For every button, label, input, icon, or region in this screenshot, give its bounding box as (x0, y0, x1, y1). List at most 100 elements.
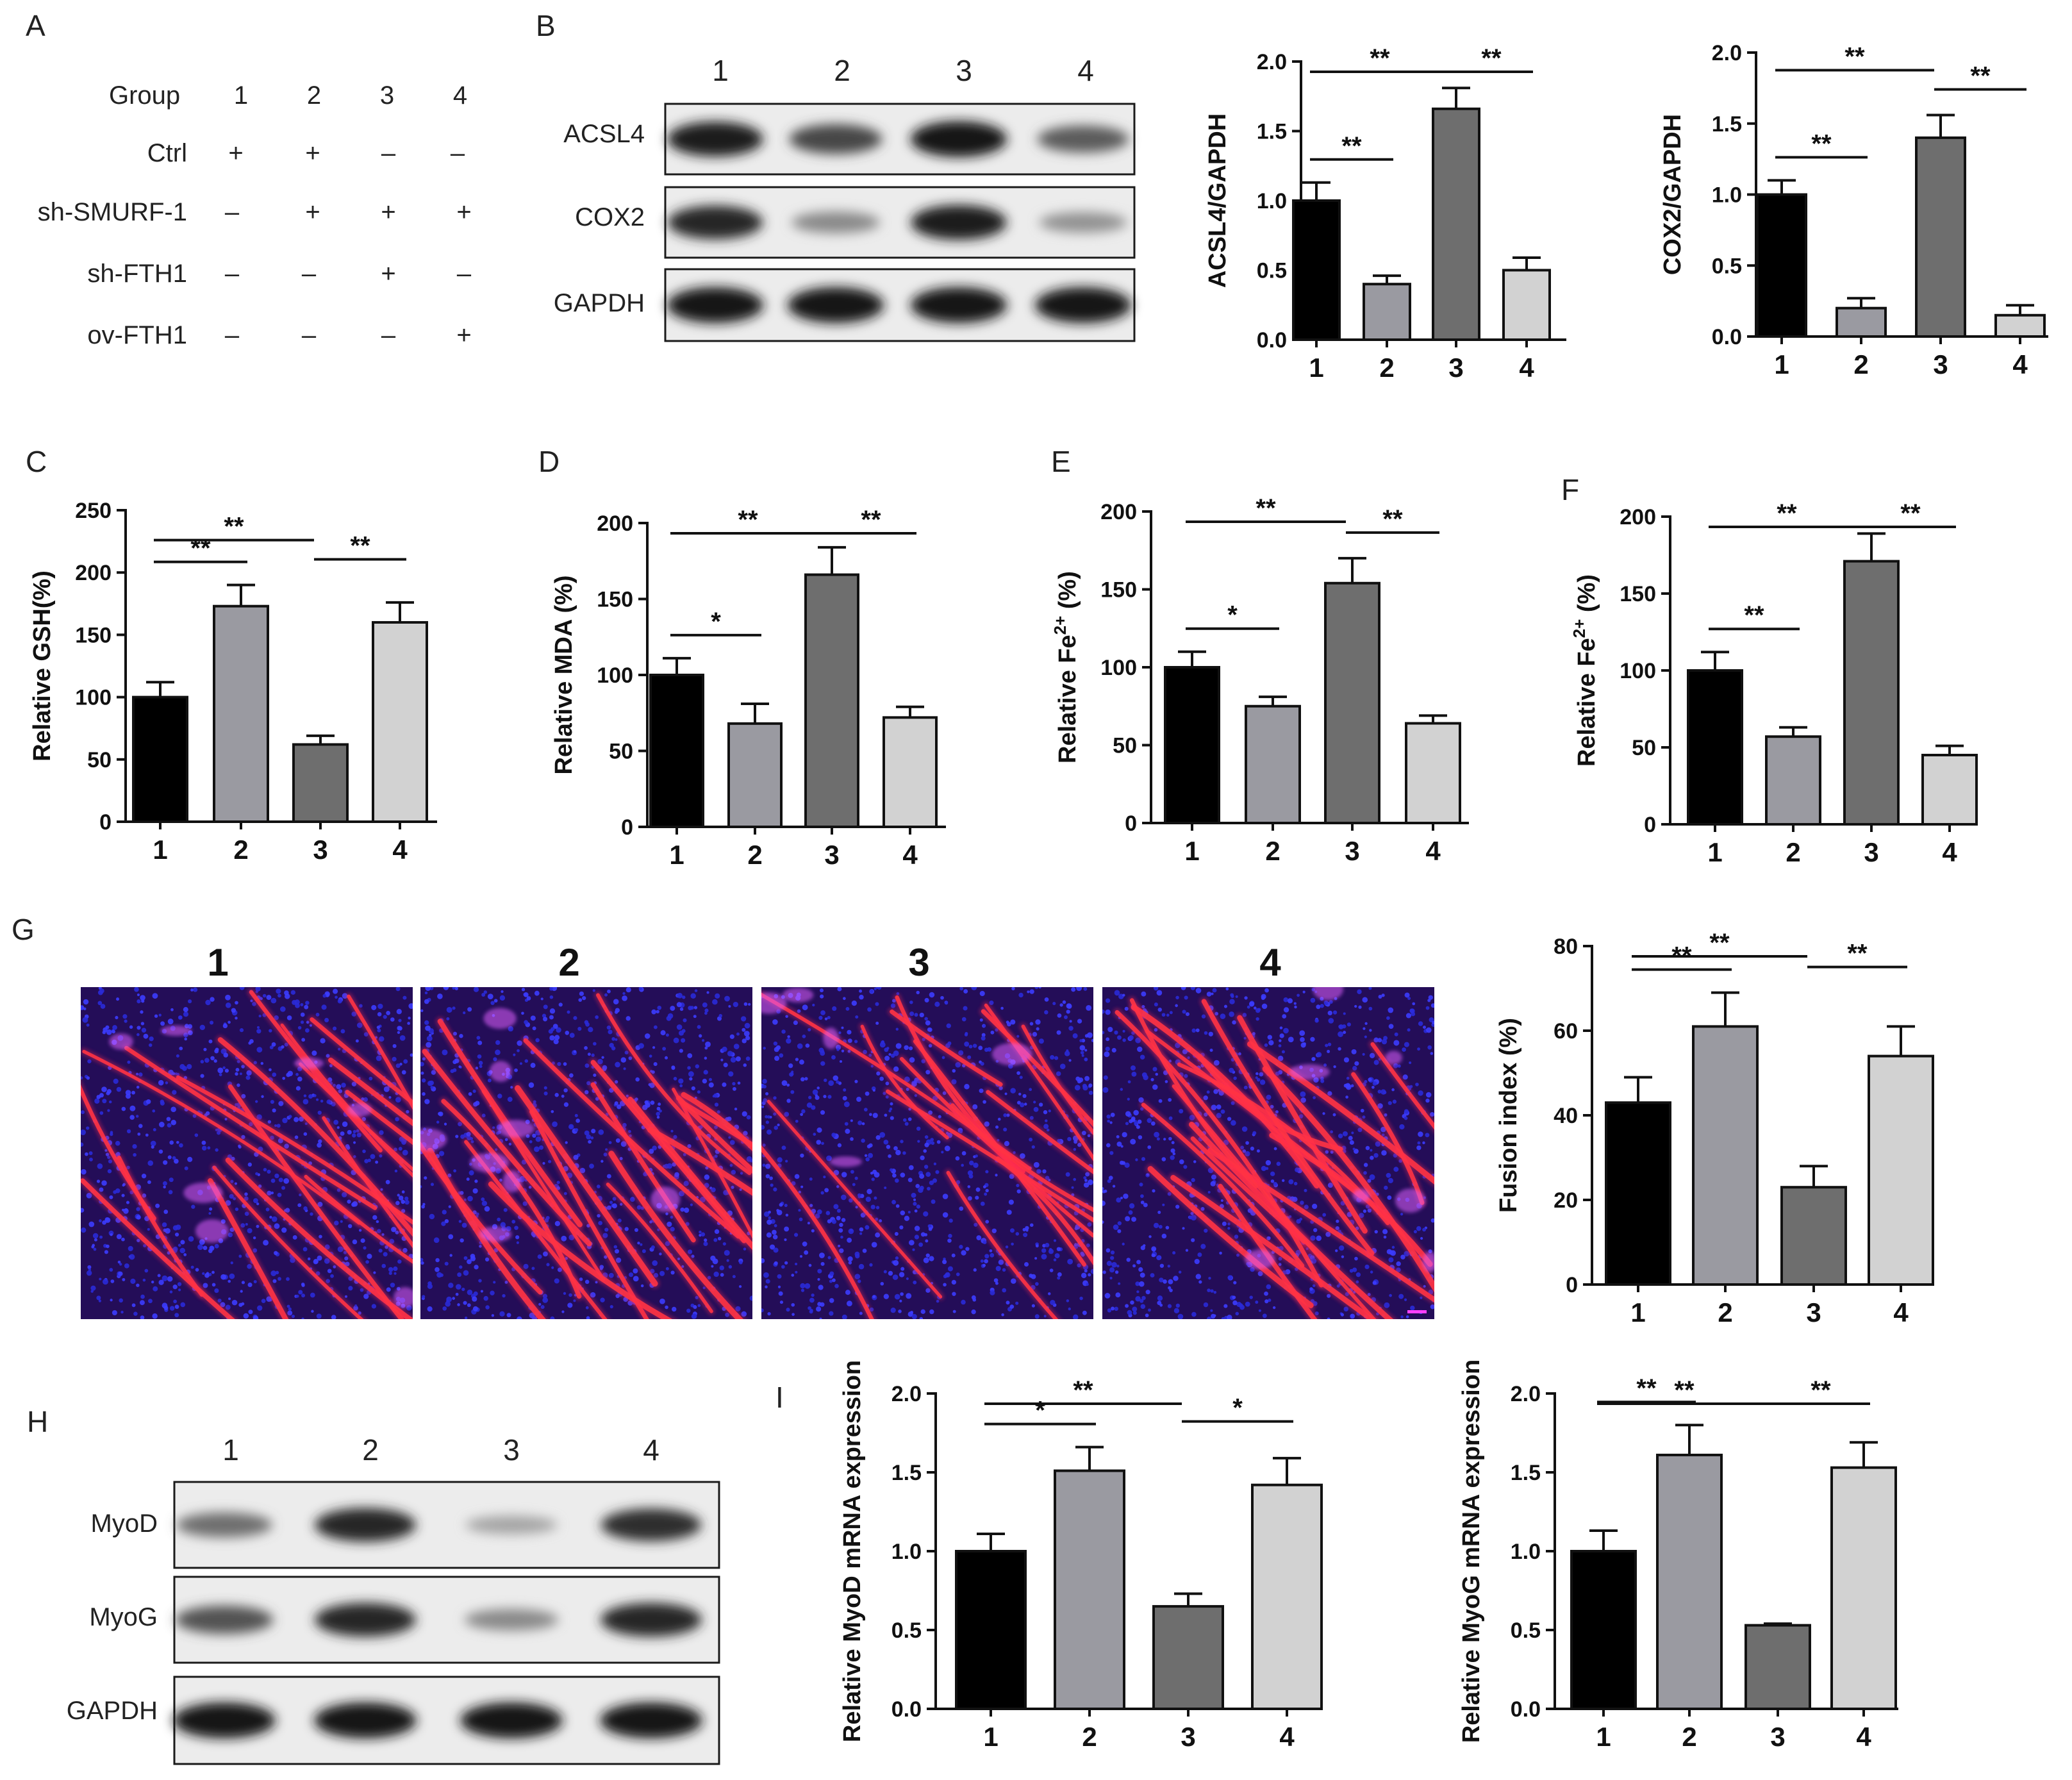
bar-4 (1921, 754, 1978, 826)
x-tick-label: 3 (1181, 1722, 1195, 1752)
bar-3 (1745, 1624, 1811, 1711)
cell: + (456, 321, 471, 349)
x-tick-label: 4 (392, 835, 408, 865)
blot-h-lane-2: 2 (362, 1433, 379, 1467)
blot-h-label-myod: MyoD (91, 1510, 158, 1538)
cell: – (225, 198, 240, 226)
y-axis-label: Relative Fe2+ (%) (1570, 574, 1600, 767)
y-tick-label: 2.0 (891, 1382, 922, 1406)
cell: + (305, 139, 320, 167)
y-tick-label: 150 (1100, 578, 1137, 603)
x-tick-label: 3 (1806, 1297, 1821, 1327)
y-tick-label: 2.0 (1712, 41, 1742, 65)
panel-letter-c: C (26, 445, 47, 478)
panel-letter-h: H (27, 1405, 48, 1438)
panel-letter-f: F (1561, 473, 1579, 506)
blot-h-band-gapdh-2 (314, 1702, 417, 1738)
x-tick-label: 1 (1596, 1722, 1611, 1752)
bar-2 (1836, 306, 1887, 338)
bar-2 (727, 722, 783, 828)
blot-b-lane-2: 2 (834, 54, 850, 87)
x-tick-label: 3 (1448, 353, 1463, 383)
significance-label: * (1227, 601, 1238, 629)
y-tick-label: 50 (609, 740, 633, 764)
group-header-label: Group (109, 81, 180, 110)
micrograph-3 (761, 987, 1093, 1319)
blot-h-band-myod-3 (465, 1515, 558, 1535)
cell: + (456, 198, 471, 226)
micrograph-label-1: 1 (207, 941, 228, 984)
micrograph-label-2: 2 (558, 941, 579, 984)
x-tick-label: 2 (1265, 836, 1280, 866)
group-col-3: 3 (380, 81, 394, 110)
bar-1 (1292, 199, 1341, 341)
bar-3 (1780, 1186, 1847, 1286)
y-axis-label: ACSL4/GAPDH (1204, 113, 1231, 288)
bar-3 (1432, 107, 1480, 341)
y-tick-label: 1.5 (891, 1461, 922, 1485)
x-tick-label: 2 (1082, 1722, 1097, 1752)
x-tick-label: 1 (1309, 353, 1323, 383)
bar-2 (1054, 1469, 1125, 1711)
blot-b-band-cox2-4 (1039, 212, 1127, 233)
scale-bar (1407, 1310, 1427, 1313)
blot-h-band-gapdh-3 (460, 1702, 563, 1738)
panel-letter-e: E (1051, 445, 1071, 478)
blot-h-band-gapdh-4 (600, 1702, 702, 1738)
blot-b-label-gapdh: GAPDH (554, 289, 645, 317)
significance-label: ** (1341, 132, 1362, 160)
chart-i2: 0.0 0.5 1.0 1.5 2.0 1 2 3 4 Relative MyoG mRNA ex… (1458, 1360, 1898, 1752)
bar-4 (372, 620, 428, 824)
micrograph-label-3: 3 (908, 941, 929, 984)
micrograph-label-4: 4 (1259, 941, 1281, 984)
significance-label: ** (861, 506, 881, 534)
bar-4 (1830, 1466, 1897, 1711)
x-tick-label: 2 (1718, 1297, 1732, 1327)
blot-h-band-myog-4 (601, 1602, 702, 1637)
blot-b-band-acsl4-1 (667, 121, 763, 157)
blot-b-band-gapdh-4 (1034, 287, 1132, 323)
blot-b-band-cox2-1 (667, 205, 763, 240)
y-tick-label: 2.0 (1511, 1382, 1541, 1406)
significance-label: ** (1811, 129, 1832, 158)
y-axis-label: COX2/GAPDH (1659, 114, 1686, 275)
blot-h-band-myog-2 (315, 1602, 416, 1637)
x-tick-label: 2 (1379, 353, 1394, 383)
blot-h-band-myog-3 (464, 1609, 559, 1631)
cell: – (302, 321, 317, 349)
bar-3 (292, 743, 349, 824)
cell: + (381, 260, 395, 288)
row-label-sh-fth1: sh-FTH1 (87, 260, 187, 288)
x-tick-label: 2 (233, 835, 248, 865)
x-tick-label: 4 (2012, 349, 2028, 379)
significance-label: ** (190, 535, 211, 563)
y-tick-label: 100 (75, 686, 112, 710)
y-tick-label: 1.0 (1257, 189, 1287, 213)
significance-label: ** (1481, 44, 1502, 72)
significance-label: ** (350, 532, 370, 560)
significance-label: ** (1382, 505, 1403, 533)
y-tick-label: 200 (1100, 500, 1137, 524)
myotube-fibers (81, 988, 413, 1319)
x-tick-label: 3 (824, 840, 839, 870)
y-tick-label: 1.5 (1257, 120, 1287, 144)
bar-1 (649, 674, 704, 828)
bar-4 (1251, 1483, 1323, 1710)
y-axis-label: Fusion index (%) (1495, 1018, 1522, 1213)
blot-h-band-myod-2 (315, 1508, 416, 1542)
bar-1 (1570, 1550, 1637, 1710)
bar-2 (1656, 1453, 1723, 1710)
cell: – (451, 139, 465, 167)
y-tick-label: 150 (1620, 582, 1656, 606)
y-tick-label: 150 (597, 588, 633, 612)
panel-letter-g: G (12, 913, 35, 946)
y-tick-label: 0.0 (1712, 325, 1742, 349)
cell: – (225, 260, 240, 288)
western-blot-b: 1 2 3 4 ACSL4 COX2 GAPDH (554, 54, 1136, 342)
x-tick-label: 1 (983, 1722, 998, 1752)
chart-i1: 0.0 0.5 1.0 1.5 2.0 1 2 3 4 Relative MyoD mRNA ex… (839, 1360, 1323, 1752)
y-tick-label: 200 (75, 561, 112, 585)
significance-label: * (1035, 1397, 1045, 1425)
